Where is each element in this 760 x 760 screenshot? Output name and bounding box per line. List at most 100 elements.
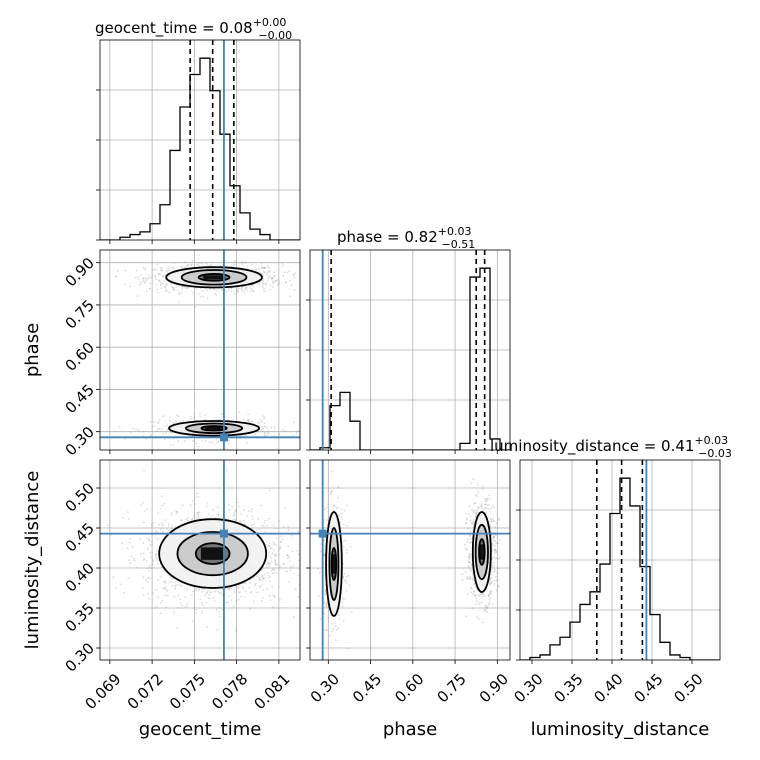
sample-point [268,565,270,567]
sample-point [147,548,149,551]
sample-point [261,584,263,586]
sample-point [196,492,199,495]
sample-point [269,547,272,550]
sample-point [491,534,493,537]
title-luminosity-distance: luminosity_distance = 0.41+0.03 −0.03 [490,434,732,460]
sample-point [227,442,230,445]
sample-point [265,282,268,285]
sample-point [95,427,97,429]
sample-point [190,263,193,266]
sample-point [324,629,327,631]
sample-point [176,510,179,513]
sample-point [131,545,134,548]
frame-geocent_time-phase [99,249,301,451]
sample-point [246,515,249,517]
sample-point [268,562,271,565]
sample-point [270,277,273,280]
sample-point [484,503,486,506]
sample-point [228,508,231,511]
sample-point [159,273,161,275]
sample-point [264,266,266,269]
sample-point [175,286,178,288]
sample-point [305,291,307,293]
sample-point [160,287,163,289]
sample-point [163,280,165,283]
sample-point [234,518,237,521]
sample-point [344,539,347,542]
sample-point [471,509,474,511]
sample-point [335,507,338,509]
sample-point [342,540,345,542]
sample-point [275,571,278,574]
y-axis-label-luminosity-distance: luminosity_distance [22,471,43,650]
contour-geocent_time-phase-1-0 [200,425,228,432]
sample-point [202,295,205,298]
sample-point [122,516,124,519]
sample-point [261,285,264,287]
sample-point [284,281,287,284]
sample-point [293,616,295,619]
sample-point [235,497,238,500]
sample-point [485,606,488,609]
sample-point [472,510,475,512]
sample-point [145,578,147,581]
sample-point [475,494,477,497]
sample-point [189,504,192,507]
sample-point [184,287,187,289]
sample-point [155,284,158,286]
sample-point [262,270,265,273]
sample-point [217,513,220,516]
contour-geocent_time-phase-1-2 [168,420,261,437]
sample-point [164,580,167,583]
sample-point [293,421,295,423]
sample-point [485,497,488,500]
sample-point [158,523,161,526]
sample-point [473,593,476,596]
sample-point [478,595,481,598]
density-peak-phase-luminosity_distance-1 [479,544,484,560]
sample-point [228,595,231,598]
sample-point [483,608,486,611]
sample-point [250,524,253,526]
sample-point [259,577,261,579]
sample-point [258,421,261,424]
sample-point [468,558,471,561]
sample-point [488,497,491,500]
contour-phase-luminosity_distance-0-1 [328,527,340,601]
sample-point [126,547,129,550]
sample-point [214,590,216,593]
sample-point [165,606,168,608]
sample-point [184,261,186,264]
y-tick-label-phase: 0.75 [62,296,98,332]
sample-point [213,600,216,602]
sample-point [206,502,209,505]
sample-point [467,513,470,516]
sample-point [142,586,144,589]
sample-point [196,512,198,514]
sample-point [470,565,473,567]
sample-point [143,469,146,472]
sample-point [186,287,189,289]
panel-hist-geocent_time [100,40,300,240]
sample-point [267,572,270,574]
sample-point [267,562,270,565]
sample-point [273,595,276,598]
sample-point [242,509,245,511]
sample-point [261,578,264,581]
sample-point [268,271,270,274]
sample-point [247,413,250,416]
sample-point [228,588,231,590]
sample-point [187,516,189,519]
sample-point [207,596,210,599]
sample-point [489,593,492,595]
sample-point [476,616,479,619]
sample-point [257,517,260,520]
sample-point [261,575,263,578]
truth-marker-geocent_time-phase [219,433,228,442]
sample-point [275,555,277,557]
sample-point [144,282,147,285]
sample-point [268,267,271,269]
sample-point [251,591,253,593]
sample-point [489,511,492,513]
density-peak-geocent_time-phase-0 [203,275,225,280]
